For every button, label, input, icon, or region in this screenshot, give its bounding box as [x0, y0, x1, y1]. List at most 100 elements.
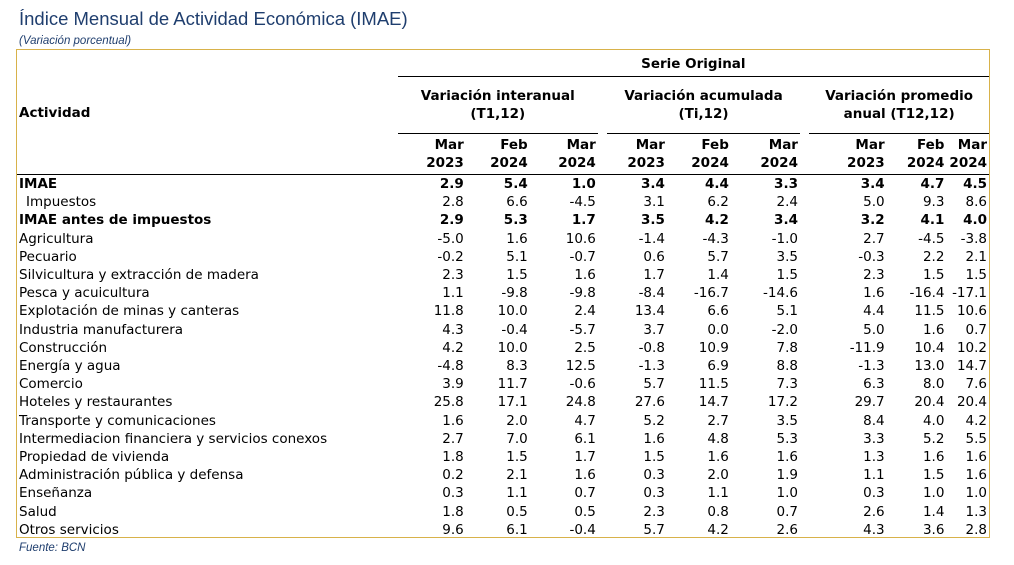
column-month: Mar	[768, 137, 798, 153]
table-cell: 10.0	[497, 303, 528, 320]
column-year: 2023	[426, 155, 464, 171]
table-cell: -4.3	[702, 230, 729, 247]
table-cell: -4.5	[918, 230, 945, 247]
table-cell: 4.3	[863, 521, 885, 538]
table-row: Silvicultura y extracción de madera 2.3 1.…	[17, 266, 989, 284]
table-cell: 2.0	[707, 467, 729, 484]
table-cell: 1.5	[506, 449, 528, 466]
table-cell: 4.7	[920, 176, 945, 192]
table-cell: 7.0	[506, 430, 528, 447]
row-label: Energía y agua	[19, 358, 121, 375]
table-cell: -3.8	[960, 230, 987, 247]
table-cell: 1.3	[965, 503, 987, 520]
group-header-interanual: Variación interanual (T1,12)	[397, 76, 598, 134]
table-cell: 4.2	[707, 521, 729, 538]
column-year: 2023	[627, 155, 665, 171]
table-cell: 6.9	[707, 358, 729, 375]
table-cell: 8.6	[965, 194, 987, 211]
column-month: Feb	[916, 137, 945, 153]
table-cell: 4.2	[704, 212, 729, 229]
table-cell: 1.5	[643, 449, 665, 466]
table-cell: 6.1	[506, 521, 528, 538]
table-cell: 4.4	[704, 176, 729, 192]
table-cell: 1.6	[965, 449, 987, 466]
column-year: 2024	[949, 155, 987, 171]
table-row: Construcción 4.2 10.0 2.5 -0.8 10.9 7.8 -11.9 10…	[17, 339, 989, 357]
page-subtitle: (Variación porcentual)	[19, 35, 132, 47]
table-cell: 1.6	[922, 449, 945, 466]
table-cell: 1.5	[922, 267, 945, 284]
row-label: IMAE	[19, 176, 58, 192]
table-cell: 2.3	[442, 267, 464, 284]
serie-header: Serie Original	[397, 52, 989, 77]
table-cell: 0.8	[707, 503, 729, 520]
table-cell: 20.4	[956, 394, 987, 411]
table-cell: 1.5	[776, 267, 798, 284]
table-cell: 4.2	[965, 412, 987, 429]
table-cell: 1.6	[965, 467, 987, 484]
column-header: Mar 2023	[397, 133, 466, 175]
table-cell: 11.5	[914, 303, 945, 320]
table-cell: -0.2	[437, 248, 464, 265]
table-row: Intermediacion financiera y servicios co…	[17, 430, 989, 448]
group-header-promedio: Variación promedio anual (T12,12)	[809, 76, 989, 134]
table-cell: 1.6	[643, 430, 665, 447]
table-cell: 4.1	[920, 212, 945, 229]
table-cell: 0.2	[442, 467, 464, 484]
table-cell: 0.3	[863, 485, 885, 502]
table-row: Otros servicios 9.6 6.1 -0.4 5.7 4.2 2.6 4.3 3.6…	[17, 521, 989, 539]
table-cell: 0.5	[506, 503, 528, 520]
row-label: Administración pública y defensa	[19, 467, 244, 484]
table-row: Salud 1.8 0.5 0.5 2.3 0.8 0.7 2.6 1.4 1.3	[17, 503, 989, 521]
table-row: Transporte y comunicaciones 1.6 2.0 4.7 5.2 2…	[17, 412, 989, 430]
table-cell: 3.4	[860, 176, 885, 192]
column-header: Feb 2024	[886, 133, 947, 175]
column-header: Mar 2024	[730, 133, 800, 175]
table-row: Impuestos 2.8 6.6 -4.5 3.1 6.2 2.4 5.0 9.3 8.6	[17, 193, 989, 211]
imae-table: Actividad Serie Original Variación inter…	[17, 52, 989, 539]
table-cell: 6.6	[707, 303, 729, 320]
table-cell: 11.5	[698, 376, 729, 393]
table-cell: 2.6	[776, 521, 798, 538]
table-cell: 9.3	[922, 194, 945, 211]
table-cell: 1.9	[776, 467, 798, 484]
row-label: Propiedad de vivienda	[19, 449, 170, 466]
table-cell: 5.0	[863, 194, 885, 211]
table-cell: -9.8	[569, 285, 596, 302]
row-label: Pecuario	[19, 248, 77, 265]
table-cell: 4.5	[963, 176, 987, 192]
table-cell: 3.7	[643, 321, 665, 338]
row-label: IMAE antes de impuestos	[19, 212, 212, 229]
column-month: Feb	[701, 137, 729, 153]
table-cell: 1.7	[574, 449, 596, 466]
table-cell: 2.7	[863, 230, 885, 247]
table-cell: 6.2	[707, 194, 729, 211]
table-cell: 2.9	[439, 212, 464, 229]
table-cell: 0.7	[965, 321, 987, 338]
table-cell: 2.1	[506, 467, 528, 484]
table-cell: 0.7	[574, 485, 596, 502]
table-cell: 1.1	[506, 485, 528, 502]
row-label: Silvicultura y extracción de madera	[19, 267, 259, 284]
group-header-acumulada: Variación acumulada (Ti,12)	[607, 76, 800, 134]
table-cell: 3.6	[922, 521, 945, 538]
table-cell: 3.2	[860, 212, 885, 229]
table-cell: -0.4	[569, 521, 596, 538]
table-cell: -4.5	[569, 194, 596, 211]
table-cell: 1.0	[922, 485, 945, 502]
table-row: Industria manufacturera 4.3 -0.4 -5.7 3.7 0.0…	[17, 321, 989, 339]
table-cell: 17.1	[497, 394, 528, 411]
table-cell: 5.0	[863, 321, 885, 338]
table-cell: 1.6	[922, 321, 945, 338]
table-cell: -16.4	[909, 285, 945, 302]
table-cell: 5.2	[643, 412, 665, 429]
row-label: Explotación de minas y canteras	[19, 303, 240, 320]
table-cell: 1.6	[506, 230, 528, 247]
table-cell: 2.3	[643, 503, 665, 520]
table-cell: 1.6	[574, 267, 596, 284]
table-row: Administración pública y defensa 0.2 2.1 1.…	[17, 466, 989, 484]
table-row: Pesca y acuicultura 1.1 -9.8 -9.8 -8.4 -16.7 -…	[17, 284, 989, 302]
table-cell: 1.5	[965, 267, 987, 284]
table-cell: 10.0	[497, 339, 528, 356]
table-cell: 24.8	[565, 394, 596, 411]
